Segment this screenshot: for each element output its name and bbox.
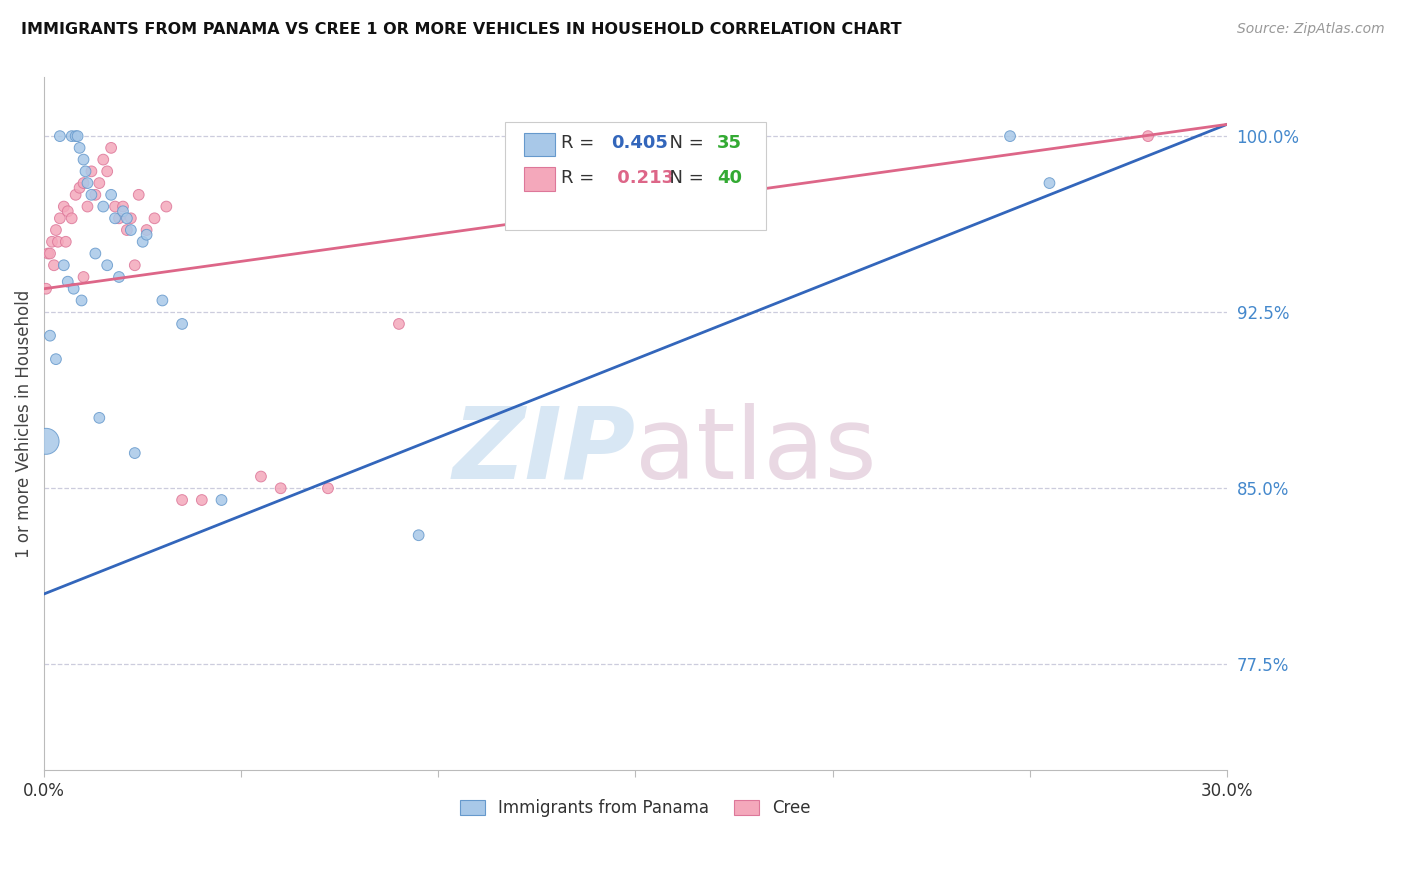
- Point: [56, 204, 79, 219]
- Y-axis label: 1 or more Vehicles in Household: 1 or more Vehicles in Household: [15, 290, 32, 558]
- Point: [1038, 176, 1060, 190]
- FancyBboxPatch shape: [524, 133, 555, 156]
- Point: [408, 528, 430, 542]
- Point: [124, 258, 146, 272]
- Point: [70, 293, 93, 308]
- Point: [72, 153, 94, 167]
- Point: [60, 129, 83, 144]
- Text: ZIP: ZIP: [453, 403, 636, 500]
- Text: 35: 35: [717, 134, 742, 153]
- Point: [55, 235, 77, 249]
- Point: [69, 141, 91, 155]
- Point: [56, 275, 79, 289]
- Point: [45, 352, 67, 367]
- Point: [46, 235, 69, 249]
- Point: [111, 200, 134, 214]
- Point: [35, 282, 58, 296]
- Point: [104, 200, 127, 214]
- Point: [76, 176, 98, 190]
- Point: [65, 187, 87, 202]
- Point: [100, 187, 122, 202]
- Point: [172, 493, 194, 508]
- Point: [115, 211, 138, 226]
- Point: [115, 223, 138, 237]
- Point: [131, 235, 153, 249]
- Point: [45, 223, 67, 237]
- Point: [69, 181, 91, 195]
- Point: [135, 227, 157, 242]
- Point: [91, 200, 114, 214]
- Point: [128, 187, 150, 202]
- Point: [52, 258, 75, 272]
- Legend: Immigrants from Panama, Cree: Immigrants from Panama, Cree: [453, 793, 818, 824]
- Text: IMMIGRANTS FROM PANAMA VS CREE 1 OR MORE VEHICLES IN HOUSEHOLD CORRELATION CHART: IMMIGRANTS FROM PANAMA VS CREE 1 OR MORE…: [21, 22, 901, 37]
- Point: [75, 164, 97, 178]
- Text: atlas: atlas: [636, 403, 877, 500]
- Point: [172, 317, 194, 331]
- Point: [84, 187, 107, 202]
- Point: [41, 235, 63, 249]
- Point: [100, 141, 122, 155]
- Point: [388, 317, 411, 331]
- Point: [150, 293, 173, 308]
- Point: [120, 211, 142, 226]
- Text: 40: 40: [717, 169, 742, 186]
- Point: [80, 164, 103, 178]
- Point: [111, 204, 134, 219]
- Point: [42, 258, 65, 272]
- Point: [120, 223, 142, 237]
- Point: [72, 176, 94, 190]
- Point: [39, 246, 62, 260]
- Point: [49, 129, 72, 144]
- Point: [316, 481, 339, 495]
- Point: [96, 164, 118, 178]
- Point: [1137, 129, 1160, 144]
- Point: [52, 200, 75, 214]
- Point: [108, 211, 131, 226]
- Point: [91, 153, 114, 167]
- Point: [84, 246, 107, 260]
- Point: [108, 270, 131, 285]
- Text: 0.405: 0.405: [610, 134, 668, 153]
- Point: [49, 211, 72, 226]
- Point: [143, 211, 166, 226]
- Point: [66, 129, 89, 144]
- FancyBboxPatch shape: [505, 122, 766, 230]
- Point: [37, 246, 59, 260]
- Point: [35, 434, 58, 449]
- Point: [124, 446, 146, 460]
- Point: [80, 187, 103, 202]
- Text: N =: N =: [658, 169, 710, 186]
- Point: [89, 410, 111, 425]
- Text: 0.213: 0.213: [610, 169, 673, 186]
- Point: [250, 469, 273, 483]
- Text: R =: R =: [561, 169, 600, 186]
- Point: [62, 282, 84, 296]
- Point: [191, 493, 214, 508]
- Point: [270, 481, 292, 495]
- Point: [76, 200, 98, 214]
- Point: [96, 258, 118, 272]
- Point: [104, 211, 127, 226]
- Point: [155, 200, 177, 214]
- Point: [211, 493, 233, 508]
- Point: [39, 328, 62, 343]
- Text: R =: R =: [561, 134, 600, 153]
- Text: N =: N =: [658, 134, 710, 153]
- Point: [72, 270, 94, 285]
- Point: [60, 211, 83, 226]
- Text: Source: ZipAtlas.com: Source: ZipAtlas.com: [1237, 22, 1385, 37]
- Point: [998, 129, 1021, 144]
- FancyBboxPatch shape: [524, 168, 555, 191]
- Point: [89, 176, 111, 190]
- Point: [65, 129, 87, 144]
- Point: [135, 223, 157, 237]
